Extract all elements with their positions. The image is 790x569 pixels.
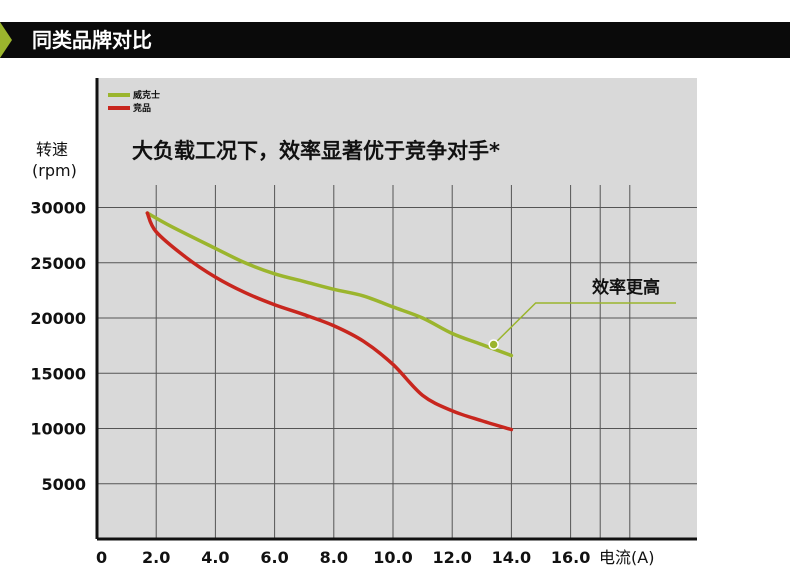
y-tick-label: 30000 bbox=[30, 199, 86, 218]
y-tick-label: 15000 bbox=[30, 364, 86, 383]
x-tick-label: 0 bbox=[96, 548, 107, 567]
y-tick-label: 10000 bbox=[30, 420, 86, 439]
y-axis-label: 转速 bbox=[36, 140, 68, 159]
y-tick-label: 20000 bbox=[30, 309, 86, 328]
annotation-label: 效率更高 bbox=[592, 277, 660, 298]
legend-label-series-1: 威克士 bbox=[133, 89, 160, 101]
annotation-group: 效率更高 bbox=[488, 277, 676, 350]
series-line-1 bbox=[145, 211, 514, 358]
y-tick-label: 25000 bbox=[30, 254, 86, 273]
legend: 威克士 竞品 bbox=[108, 89, 160, 114]
grid-lines bbox=[97, 185, 697, 539]
chart-title: 大负载工况下，效率显著优于竞争对手* bbox=[132, 139, 500, 163]
axes: 5000 10000 15000 20000 25000 30000 0 2.0 4.0 6.0 8… bbox=[30, 78, 697, 567]
x-tick-label: 14.0 bbox=[492, 548, 531, 567]
annotation-leader-line bbox=[493, 302, 676, 346]
x-tick-label: 6.0 bbox=[260, 548, 288, 567]
y-tick-label: 5000 bbox=[41, 475, 86, 494]
x-tick-label: 2.0 bbox=[142, 548, 170, 567]
legend-label-series-2: 竞品 bbox=[132, 102, 151, 114]
series-line-2 bbox=[145, 211, 514, 432]
x-tick-label: 10.0 bbox=[373, 548, 412, 567]
x-tick-label: 16.0 bbox=[551, 548, 590, 567]
x-axis-label: 电流(A) bbox=[599, 548, 654, 567]
series-lines bbox=[145, 211, 514, 432]
x-tick-label: 12.0 bbox=[432, 548, 471, 567]
annotation-point bbox=[488, 339, 499, 350]
x-tick-label: 4.0 bbox=[201, 548, 229, 567]
section-header: 同类品牌对比 bbox=[0, 22, 790, 58]
section-title: 同类品牌对比 bbox=[32, 28, 152, 52]
x-tick-label: 8.0 bbox=[320, 548, 348, 567]
y-axis-unit: (rpm) bbox=[32, 161, 77, 180]
